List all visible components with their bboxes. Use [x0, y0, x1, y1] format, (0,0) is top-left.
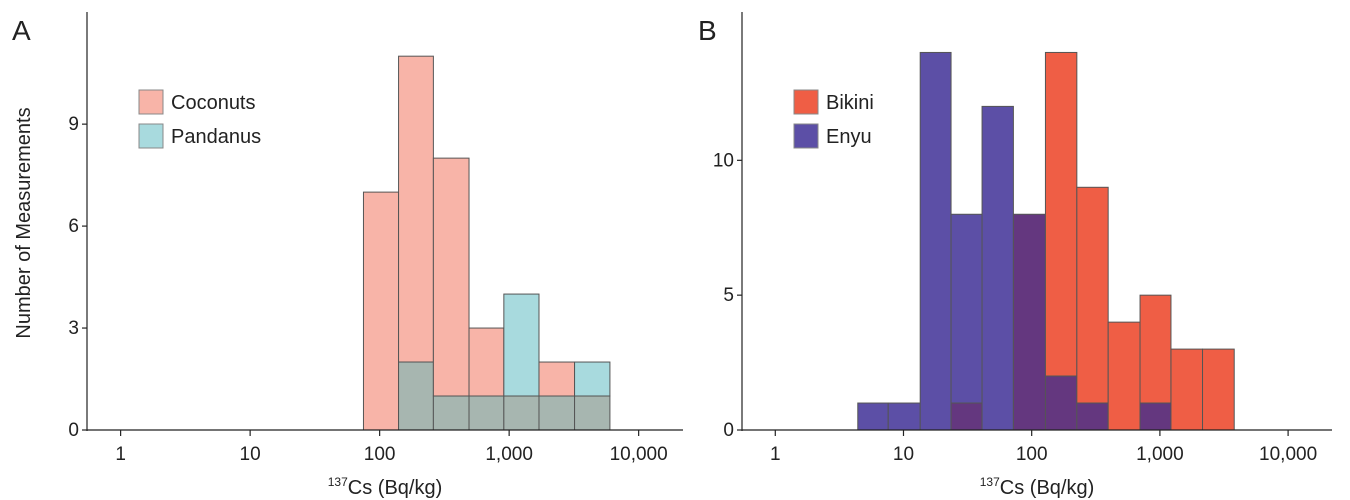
x-axis-title-text: Cs (Bq/kg)	[348, 477, 442, 499]
bar-coconuts-5	[538, 361, 576, 397]
y-tick-label: 3	[68, 318, 79, 339]
bar-bikini-8	[1107, 321, 1141, 431]
bar-bikini-11	[1202, 348, 1235, 431]
bar-coconuts-0	[362, 191, 400, 431]
bar-coconuts-3	[468, 327, 505, 397]
x-tick-label: 100	[364, 444, 396, 465]
legend-swatch-coconuts	[138, 89, 164, 115]
legend-swatch-bikini	[793, 89, 819, 115]
bar-overlap-1	[398, 361, 434, 431]
bar-overlap-3	[468, 395, 505, 431]
x-axis-title: 137Cs (Bq/kg)	[980, 475, 1095, 499]
legend-swatch-enyu	[793, 123, 819, 149]
x-axis-title: 137Cs (Bq/kg)	[328, 475, 443, 499]
x-tick-label: 1	[770, 444, 781, 465]
bars	[857, 51, 1235, 431]
bar-overlap-9	[1139, 402, 1172, 431]
legend-label-bikini: Bikini	[826, 92, 874, 114]
legend: Bikini Enyu	[793, 89, 874, 149]
y-tick-label: 9	[68, 114, 79, 135]
bar-overlap-2	[432, 395, 470, 431]
panel-a: A 0 3 6 9 1 10 100 1,000 10,000 137Cs (Bq/kg) Numbe…	[12, 12, 683, 499]
bar-enyu-4	[981, 105, 1014, 431]
bar-overlap-7	[1076, 402, 1109, 431]
y-tick-label: 0	[68, 420, 79, 441]
y-tick-label: 5	[723, 285, 734, 306]
y-tick-label: 10	[713, 150, 734, 171]
legend-swatch-pandanus	[138, 123, 164, 149]
bar-bikini-6	[1044, 51, 1078, 377]
x-tick-label: 10,000	[1259, 444, 1317, 465]
bar-overlap-6	[574, 395, 611, 431]
panel-label: B	[698, 15, 717, 46]
legend: Coconuts Pandanus	[138, 89, 261, 149]
x-tick-label: 1	[115, 444, 126, 465]
bar-bikini-9	[1139, 294, 1172, 404]
bar-pandanus-6	[574, 361, 611, 397]
bar-enyu-3	[950, 213, 983, 404]
bar-pandanus-4	[503, 293, 540, 397]
legend-label-pandanus: Pandanus	[171, 126, 261, 148]
bar-overlap-5	[538, 395, 576, 431]
bar-enyu-1	[887, 402, 921, 431]
y-axis-title: Number of Measurements	[13, 107, 35, 338]
x-tick-label: 1,000	[1136, 444, 1184, 465]
bar-coconuts-1	[398, 55, 434, 363]
bar-bikini-7	[1076, 186, 1109, 404]
y-tick-label: 6	[68, 216, 79, 237]
x-tick-label: 10,000	[610, 444, 668, 465]
x-tick-label: 100	[1016, 444, 1048, 465]
x-axis-title-text: Cs (Bq/kg)	[1000, 477, 1094, 499]
bar-enyu-0	[857, 402, 889, 431]
y-tick-label: 0	[723, 420, 734, 441]
bar-coconuts-2	[432, 157, 470, 397]
x-tick-label: 10	[240, 444, 261, 465]
panel-b: B 0 5 10 1 10 100 1,000 10,000 137Cs (Bq/kg) Bikin…	[698, 12, 1332, 499]
bar-overlap-6	[1044, 375, 1078, 431]
bars	[362, 55, 611, 431]
x-axis-title-superscript: 137	[328, 475, 348, 489]
panel-label: A	[12, 15, 31, 46]
x-tick-label: 10	[893, 444, 914, 465]
bar-bikini-10	[1170, 348, 1204, 431]
bar-enyu-2	[919, 51, 952, 431]
bar-overlap-4	[503, 395, 540, 431]
x-tick-label: 1,000	[485, 444, 533, 465]
bar-overlap-5	[1012, 213, 1046, 431]
legend-label-coconuts: Coconuts	[171, 92, 256, 114]
bar-overlap-3	[950, 402, 983, 431]
legend-label-enyu: Enyu	[826, 126, 872, 148]
x-axis-title-superscript: 137	[980, 475, 1000, 489]
